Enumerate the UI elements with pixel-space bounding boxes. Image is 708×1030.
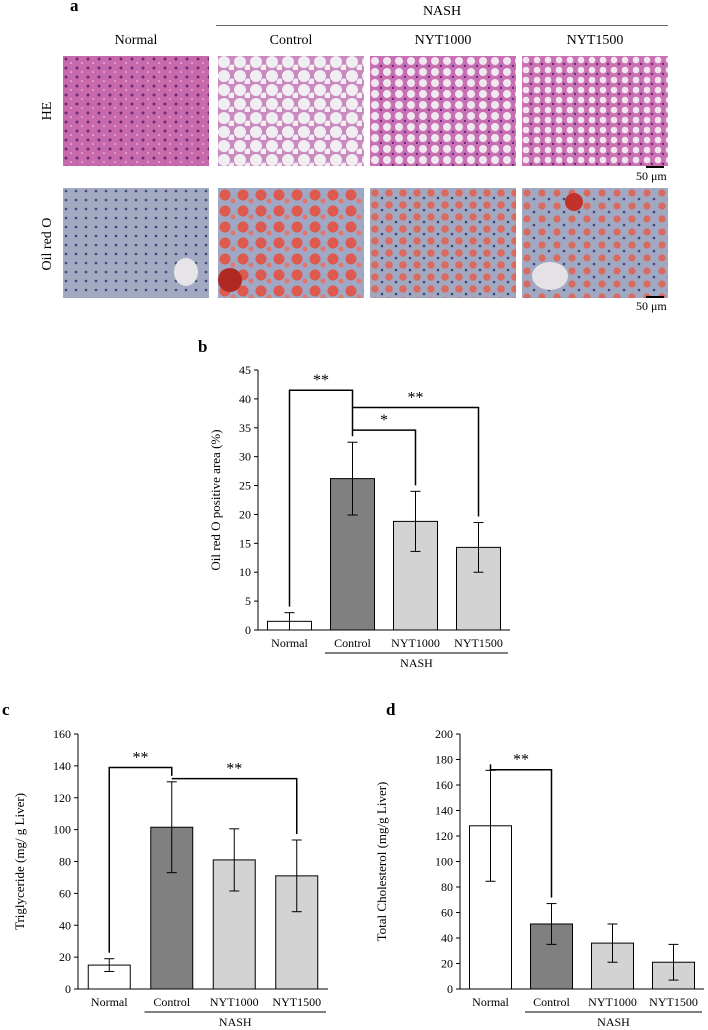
group-label: NASH: [400, 656, 433, 670]
y-tick-label: 0: [447, 982, 453, 996]
micrograph-he-control: [218, 56, 364, 166]
x-tick-label: NYT1500: [649, 995, 698, 1009]
x-tick-label: NYT1000: [391, 636, 440, 650]
y-tick-label: 25: [239, 479, 251, 493]
panel-c-label: c: [2, 700, 10, 719]
y-tick-label: 45: [239, 363, 251, 377]
y-tick-label: 40: [239, 392, 251, 406]
col-header-nyt1500: NYT1500: [566, 33, 624, 48]
chart-c-triglyceride: c 0 20 40 60 80 100 120 140 160 Triglyceride (mg/ …: [2, 700, 328, 1029]
scale-bar-he-label: 50 μm: [636, 169, 667, 183]
scale-bar-he: [646, 166, 664, 168]
bar-nyt1000: [393, 520, 438, 631]
nash-group-line: [216, 25, 668, 26]
x-tick-label: NYT1500: [272, 995, 321, 1009]
panel-a-label: a: [70, 0, 79, 15]
y-tick-label: 160: [53, 727, 71, 741]
y-tick-label: 20: [239, 507, 251, 521]
micrograph-oro-nyt1000: [370, 188, 516, 298]
y-tick-label: 5: [245, 594, 251, 608]
x-tick-label: NYT1000: [588, 995, 637, 1009]
group-label: NASH: [219, 1015, 252, 1029]
significance-label: **: [513, 752, 529, 769]
significance-label: **: [226, 761, 242, 778]
y-tick-label: 0: [65, 982, 71, 996]
y-tick-label: 140: [53, 759, 71, 773]
y-tick-label: 120: [435, 829, 453, 843]
y-tick-label: 80: [59, 855, 71, 869]
y-tick-label: 60: [441, 906, 453, 920]
y-tick-label: 140: [435, 804, 453, 818]
x-tick-label: Normal: [472, 995, 509, 1009]
y-tick-label: 10: [239, 565, 251, 579]
y-tick-label: 0: [245, 623, 251, 637]
row-label-oil-red-o: Oil red O: [40, 217, 55, 271]
significance-bracket: [288, 389, 354, 607]
y-axis-label: Total Cholesterol (mg/g Liver): [374, 782, 389, 942]
y-axis-label: Triglyceride (mg/ g Liver): [12, 793, 27, 930]
significance-label: **: [408, 390, 424, 407]
chart-d-total-cholesterol: d 0 20 40 60 80 100 120 140 160 180 200 Total Choles…: [374, 700, 704, 1029]
group-label: NASH: [597, 1015, 630, 1029]
significance-bracket: [352, 406, 480, 517]
x-tick-label: NYT1500: [454, 636, 503, 650]
y-tick-label: 15: [239, 536, 251, 550]
chart-b-oil-red-o: b 0 5 10 15 20 25 30 35 40 45 Oil red O positive ar…: [198, 337, 510, 670]
y-tick-label: 60: [59, 886, 71, 900]
y-tick-label: 40: [441, 931, 453, 945]
row-label-he: HE: [40, 101, 55, 121]
panel-b-label: b: [198, 337, 207, 356]
significance-bracket: [108, 766, 173, 953]
y-tick-label: 160: [435, 778, 453, 792]
y-tick-label: 80: [441, 880, 453, 894]
y-tick-label: 20: [59, 950, 71, 964]
x-tick-label: Normal: [91, 995, 128, 1009]
y-tick-label: 40: [59, 918, 71, 932]
y-tick-label: 35: [239, 421, 251, 435]
col-header-nyt1000: NYT1000: [414, 33, 472, 48]
y-tick-label: 20: [441, 957, 453, 971]
y-tick-label: 200: [435, 727, 453, 741]
col-header-normal: Normal: [114, 33, 158, 48]
y-tick-label: 100: [435, 855, 453, 869]
x-tick-label: Control: [334, 636, 371, 650]
significance-label: *: [380, 412, 388, 429]
micrograph-he-normal: [63, 56, 209, 166]
micrograph-he-nyt1500: [522, 56, 668, 166]
micrograph-he-nyt1000: [370, 56, 516, 166]
x-tick-label: Control: [153, 995, 190, 1009]
x-tick-label: Control: [533, 995, 570, 1009]
nash-group-label: NASH: [422, 4, 462, 19]
x-tick-label: NYT1000: [210, 995, 259, 1009]
significance-bracket: [489, 764, 553, 898]
y-tick-label: 100: [53, 823, 71, 837]
micrograph-oro-normal: [63, 188, 209, 298]
y-axis-label: Oil red O positive area (%): [208, 429, 223, 570]
significance-label: **: [133, 749, 149, 766]
y-tick-label: 30: [239, 450, 251, 464]
y-tick-label: 120: [53, 791, 71, 805]
panel-d-label: d: [386, 700, 396, 719]
scale-bar-oro: [646, 296, 664, 298]
significance-bracket: [352, 429, 417, 486]
micrograph-oro-control: [218, 188, 364, 298]
scale-bar-oro-label: 50 μm: [636, 299, 667, 313]
significance-label: **: [313, 372, 329, 389]
x-tick-label: Normal: [271, 636, 308, 650]
col-header-control: Control: [269, 33, 313, 48]
significance-bracket: [171, 777, 298, 834]
micrograph-oro-nyt1500: [522, 188, 668, 298]
y-tick-label: 180: [435, 753, 453, 767]
